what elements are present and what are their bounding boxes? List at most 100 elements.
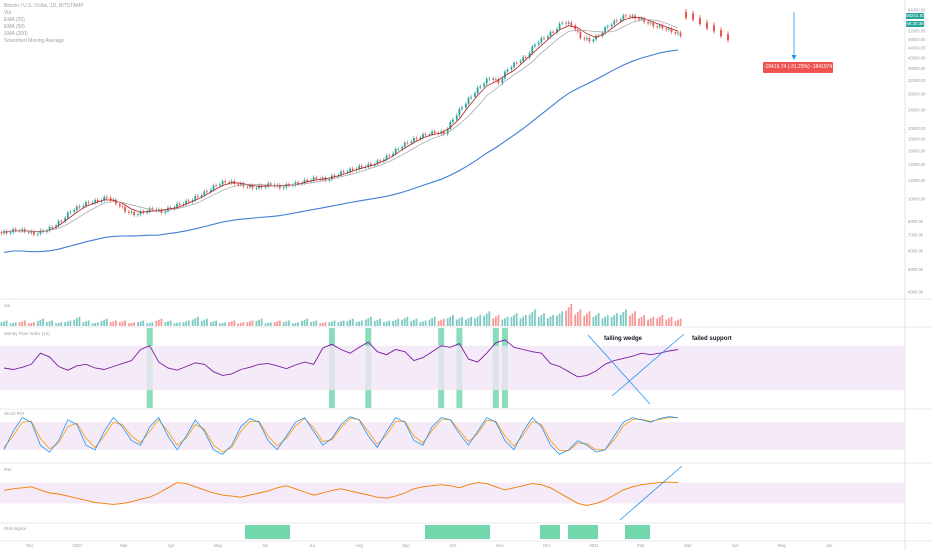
candle-body (606, 26, 609, 28)
projection-candle-body (685, 11, 687, 18)
last-price-tag: 58241.92 (906, 13, 925, 19)
candle-body (570, 22, 573, 26)
rsi-line (3, 339, 679, 378)
volume-bar (185, 321, 188, 326)
price-tick-label: 10000.00 (908, 196, 926, 201)
candle-body (528, 53, 531, 58)
volume-bar (249, 321, 251, 326)
volume-bar (628, 315, 631, 326)
volume-bar (200, 320, 203, 326)
sma-line (3, 49, 679, 253)
x-axis-label: 2020 (72, 543, 82, 548)
volume-bar (647, 319, 649, 326)
candle-body (182, 203, 185, 206)
projection-candle-body (720, 30, 722, 37)
candle-body (105, 196, 108, 198)
candle-body (164, 211, 167, 213)
candle-body (315, 177, 318, 179)
candle-body (628, 15, 631, 17)
candle-body (415, 137, 418, 139)
volume-bar (479, 315, 482, 326)
volume-bar (91, 323, 94, 326)
volume-bar (665, 319, 668, 326)
candle-body (485, 78, 488, 84)
candle-body (679, 32, 682, 37)
candle-body (419, 137, 422, 139)
candle-body (151, 208, 154, 210)
candle-body (465, 103, 467, 108)
volume-bar (146, 323, 149, 326)
legend-line-5: Smoothed Moving Average (4, 38, 64, 44)
candle-body (100, 200, 103, 202)
symbol-title: Bitcoin / U.S. Dollar, 1D, BITSTAMP (4, 3, 84, 9)
candle-body (504, 71, 506, 79)
volume-bar (64, 322, 67, 326)
candle-body (75, 206, 78, 211)
candle-body (273, 184, 276, 186)
volume-bar (39, 319, 42, 326)
candle-body (625, 15, 627, 17)
volume-bar (285, 321, 288, 326)
rsi-band (0, 345, 905, 391)
candle-body (9, 232, 12, 234)
volume-bar (178, 322, 181, 326)
volume-bar (139, 321, 142, 326)
candle-body (200, 195, 203, 197)
candle-body (276, 184, 279, 186)
volume-bar (515, 313, 518, 326)
candle-body (155, 209, 158, 211)
candle-body (321, 177, 324, 180)
volume-bar (476, 316, 479, 326)
candle-body (94, 199, 96, 203)
volume-bar (124, 320, 126, 326)
volume-bar (574, 314, 577, 326)
x-axis-label: Apr (732, 543, 739, 548)
candle-body (96, 199, 99, 202)
volume-bar (267, 322, 270, 326)
volume-bar (157, 319, 160, 326)
volume-bar (449, 316, 452, 326)
volume-bar (342, 320, 345, 326)
candle-body (27, 231, 30, 233)
candle-body (228, 182, 231, 183)
volume-bar (552, 315, 554, 326)
volume-bar (219, 323, 221, 326)
volume-bar (394, 319, 397, 326)
projection-candle-body (727, 34, 729, 41)
candle-body (574, 25, 577, 30)
volume-bar (233, 320, 236, 326)
volume-bar (303, 319, 306, 326)
volume-bar (128, 323, 130, 326)
volume-bar (656, 318, 659, 326)
volume-bar (23, 320, 26, 326)
countdown-tag: 58:30:36 (906, 21, 924, 27)
candle-body (412, 137, 415, 142)
volume-pane-title: Vol (4, 303, 11, 308)
candle-body (340, 171, 342, 175)
x-axis-label: Feb (637, 543, 645, 548)
candle-body (558, 23, 561, 29)
candle-body (360, 165, 363, 168)
candle-body (349, 168, 352, 172)
candle-body (567, 22, 570, 24)
failed-support-note: failed support (692, 336, 732, 342)
volume-bar (622, 311, 625, 326)
candle-body (561, 22, 564, 24)
volume-bar (324, 322, 327, 326)
candle-body (410, 141, 413, 143)
volume-bar (164, 322, 167, 326)
volume-bar (246, 322, 249, 326)
volume-bar (492, 318, 495, 326)
candle-body (579, 31, 582, 39)
candle-body (87, 202, 90, 203)
volume-bar (42, 318, 44, 326)
candle-body (546, 36, 549, 39)
volume-bar (46, 322, 48, 326)
volume-bar (606, 315, 609, 326)
candle-body (196, 196, 199, 198)
volume-bar (597, 313, 600, 326)
osc-pane-title: RSI (4, 467, 12, 472)
candle-body (483, 83, 486, 87)
projection-candle-body (692, 13, 694, 20)
